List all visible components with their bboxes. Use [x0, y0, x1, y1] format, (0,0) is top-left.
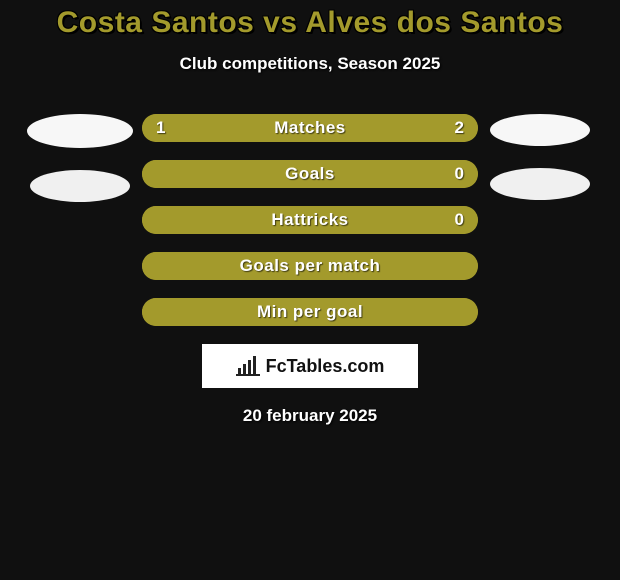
avatar-right-0 [490, 114, 590, 146]
bar-label: Goals [285, 164, 335, 184]
date-line: 20 february 2025 [243, 406, 377, 426]
logo-box: FcTables.com [202, 344, 418, 388]
stat-bar: 1 2 Matches [142, 114, 478, 142]
bar-value-right: 2 [455, 118, 464, 138]
stat-bar: Goals per match [142, 252, 478, 280]
chart-area: 1 2 Matches 0 Goals 0 Hattricks Goals per match… [0, 114, 620, 326]
avatar-column-left [20, 114, 140, 202]
avatar-left-1 [30, 170, 130, 202]
bar-label: Min per goal [257, 302, 363, 322]
bar-label: Matches [274, 118, 346, 138]
page-subtitle: Club competitions, Season 2025 [180, 54, 441, 74]
bars-column: 1 2 Matches 0 Goals 0 Hattricks Goals per match… [140, 114, 480, 326]
bar-label: Goals per match [240, 256, 381, 276]
avatar-right-1 [490, 168, 590, 200]
bar-value-right: 0 [455, 210, 464, 230]
stat-bar: 0 Goals [142, 160, 478, 188]
infographic-container: Costa Santos vs Alves dos Santos Club co… [0, 0, 620, 426]
bar-label: Hattricks [271, 210, 348, 230]
logo-text: FcTables.com [266, 356, 385, 377]
avatar-left-0 [27, 114, 133, 148]
bar-value-left: 1 [156, 118, 165, 138]
avatar-column-right [480, 114, 600, 200]
stat-bar: Min per goal [142, 298, 478, 326]
barchart-icon [236, 356, 260, 376]
stat-bar: 0 Hattricks [142, 206, 478, 234]
page-title: Costa Santos vs Alves dos Santos [57, 6, 564, 40]
bar-value-right: 0 [455, 164, 464, 184]
